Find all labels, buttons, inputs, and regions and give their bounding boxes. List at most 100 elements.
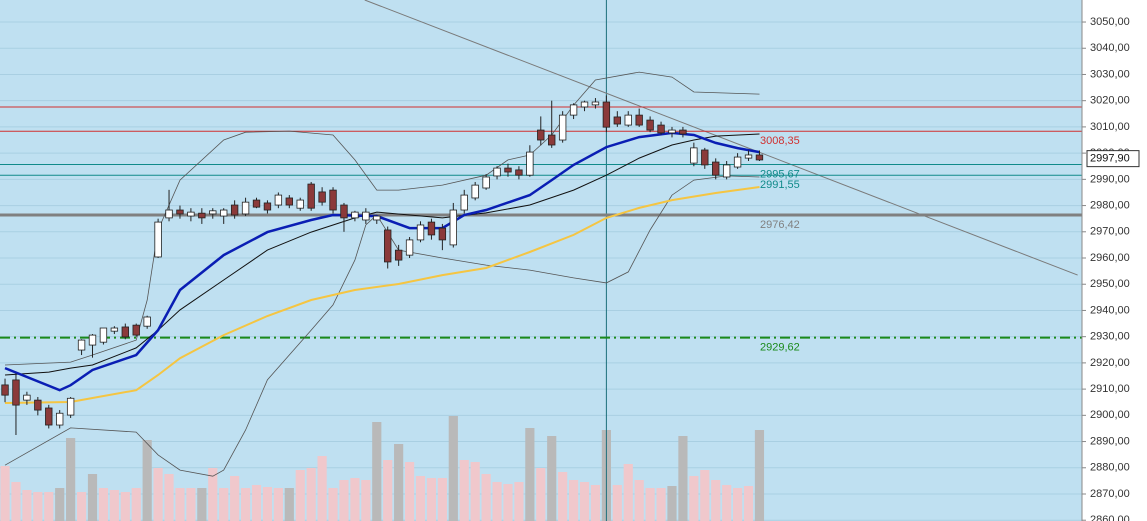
- volume-bar: [689, 476, 699, 521]
- volume-bar: [634, 480, 644, 521]
- volume-bar: [339, 480, 349, 521]
- candle-body: [329, 189, 337, 211]
- indicator-line: [4, 71, 760, 366]
- candle-body: [427, 221, 436, 236]
- y-tick-label: 2960,00: [1090, 252, 1130, 264]
- volume-bar: [404, 462, 415, 521]
- candle-body: [624, 114, 632, 126]
- indicator-line: [4, 133, 760, 376]
- candle-body: [220, 209, 228, 217]
- indicator-line: [4, 131, 760, 392]
- last-price-label: 2997,90: [1090, 153, 1130, 165]
- candle-body: [449, 209, 457, 246]
- volume-bar: [678, 436, 688, 521]
- candle-body: [580, 101, 589, 108]
- candle-body: [537, 129, 545, 141]
- volume-bar: [722, 485, 732, 521]
- candle-body: [274, 194, 283, 206]
- candle-body: [318, 191, 326, 203]
- volume-bar: [240, 488, 251, 521]
- y-tick-label: 3010,00: [1090, 121, 1130, 133]
- candle-body: [613, 116, 621, 125]
- volume-bar: [328, 488, 338, 521]
- y-tick-label: 3030,00: [1090, 68, 1130, 80]
- volume-bar: [55, 488, 65, 521]
- volume-bar: [87, 474, 98, 521]
- volume-bar: [273, 488, 283, 521]
- volume-bar: [350, 478, 360, 521]
- candle-body: [307, 183, 315, 209]
- candle-body: [591, 101, 600, 106]
- volume-bar: [536, 468, 546, 521]
- y-tick-label: 2890,00: [1090, 435, 1130, 447]
- candle-body: [504, 167, 512, 173]
- y-tick-label: 2940,00: [1090, 304, 1130, 316]
- y-axis: 2860,00 2870,00 2880,00 2890,00 2900,00 2910,…: [1082, 0, 1140, 521]
- y-tick-label: 2980,00: [1090, 199, 1130, 211]
- volume-bar: [153, 468, 163, 521]
- y-tick-label: 2910,00: [1090, 383, 1130, 395]
- candle-body: [646, 119, 654, 131]
- volume-bar: [306, 468, 316, 521]
- candle-body: [45, 407, 53, 426]
- candle-body: [471, 184, 479, 199]
- indicator-line: [4, 175, 760, 477]
- y-tick-label: 3020,00: [1090, 95, 1130, 107]
- volume-bar: [754, 430, 765, 521]
- volume-bar: [372, 422, 382, 521]
- volume-bar: [492, 482, 502, 521]
- candle-body: [744, 154, 753, 159]
- volume-bar: [558, 472, 568, 521]
- candle-body: [132, 324, 140, 336]
- volume-bar: [415, 476, 426, 521]
- y-tick-label: 2990,00: [1090, 173, 1130, 185]
- volume-bar: [109, 490, 119, 521]
- y-tick-label: 2900,00: [1090, 409, 1130, 421]
- candle-body: [187, 211, 195, 217]
- candle-body: [263, 202, 272, 211]
- volume-bar: [645, 488, 655, 521]
- y-tick-label: 3050,00: [1090, 16, 1130, 28]
- candle-body: [23, 394, 31, 401]
- candle-body: [482, 176, 490, 189]
- level-label: 2976,42: [760, 219, 800, 231]
- candle-body: [679, 129, 687, 135]
- candle-body: [394, 249, 403, 261]
- volume-bar: [44, 492, 54, 521]
- candle-body: [558, 114, 567, 141]
- volume-bar: [711, 480, 721, 521]
- volume-bar: [656, 488, 666, 521]
- volume-bar: [295, 470, 305, 521]
- volume-bar: [612, 485, 622, 521]
- candle-body: [712, 161, 720, 176]
- volume-bar: [197, 488, 207, 521]
- volume-bar: [142, 440, 152, 521]
- candle-body: [690, 147, 698, 164]
- candle-body: [460, 194, 468, 211]
- candle-body: [99, 327, 108, 343]
- volume-bar: [284, 488, 294, 521]
- volume-bar: [0, 466, 10, 521]
- volume-bar: [22, 490, 32, 521]
- last-price-box: [1086, 150, 1140, 168]
- candle-body: [12, 379, 20, 406]
- volume-bar: [481, 474, 491, 521]
- candle-body: [88, 334, 97, 346]
- y-tick-label: 2930,00: [1090, 331, 1130, 343]
- candle-body: [733, 156, 742, 168]
- candle-body: [34, 399, 42, 411]
- y-tick-label: 2950,00: [1090, 278, 1130, 290]
- volume-bar: [503, 484, 513, 521]
- candle-body: [438, 227, 447, 241]
- level-label: 2991,55: [760, 179, 800, 191]
- volume-bar: [547, 436, 557, 521]
- volume-bar: [667, 486, 677, 521]
- volume-bar: [743, 486, 754, 521]
- candle-body: [241, 201, 250, 215]
- plot-background: [0, 0, 1082, 521]
- volume-bar: [383, 460, 393, 521]
- y-tick-label: 3040,00: [1090, 42, 1130, 54]
- volume-bar: [514, 482, 524, 521]
- candle-body: [296, 199, 304, 209]
